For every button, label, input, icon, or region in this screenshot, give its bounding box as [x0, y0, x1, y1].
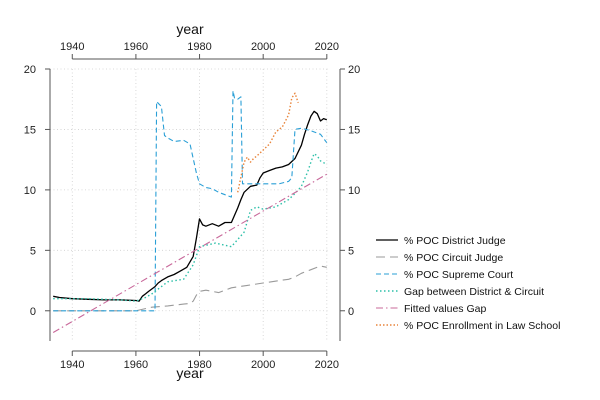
legend-label-5: % POC Enrollment in Law School	[404, 320, 560, 332]
right-y-tick-label: 0	[348, 306, 354, 318]
axes-frame	[45, 54, 345, 356]
top-x-axis-title: year	[176, 21, 204, 37]
bottom-x-tick-label: 1940	[60, 359, 84, 371]
bottom-x-tick-label: 1960	[124, 359, 148, 371]
series-lines	[52, 90, 328, 333]
top-x-tick-label: 1980	[187, 41, 211, 53]
bottom-x-axis-title: year	[176, 365, 204, 381]
legend-label-4: Fitted values Gap	[404, 303, 486, 315]
top-x-tick-label: 1960	[124, 41, 148, 53]
left-y-tick-label: 10	[24, 185, 36, 197]
top-x-tick-label: 2020	[315, 41, 339, 53]
bottom-x-tick-label: 1980	[187, 359, 211, 371]
series-line-5	[237, 92, 299, 193]
legend: % POC District Judge % POC Circuit Judge%…	[376, 235, 560, 332]
right-y-tick-label: 5	[348, 245, 354, 257]
right-y-tick-label: 10	[348, 185, 360, 197]
legend-label-0: % POC District Judge	[404, 235, 506, 247]
series-line-2	[53, 90, 328, 312]
legend-label-1: % POC Circuit Judge	[404, 252, 503, 264]
series-line-3	[53, 152, 328, 302]
left-y-tick-label: 0	[30, 306, 36, 318]
series-line-4	[52, 173, 328, 333]
bottom-x-tick-label: 2020	[315, 359, 339, 371]
series-line-1	[53, 265, 327, 312]
legend-label-2: % POC Supreme Court	[404, 269, 513, 281]
gridlines	[50, 68, 330, 341]
left-y-tick-label: 5	[30, 245, 36, 257]
top-x-tick-label: 1940	[60, 41, 84, 53]
top-x-tick-label: 2000	[251, 41, 275, 53]
legend-label-3: Gap between District & Circuit	[404, 286, 544, 298]
bottom-x-tick-label: 2000	[251, 359, 275, 371]
series-line-0	[53, 110, 328, 302]
left-y-tick-label: 15	[24, 124, 36, 136]
right-y-tick-label: 20	[348, 64, 360, 76]
right-y-tick-label: 15	[348, 124, 360, 136]
left-y-tick-label: 20	[24, 64, 36, 76]
